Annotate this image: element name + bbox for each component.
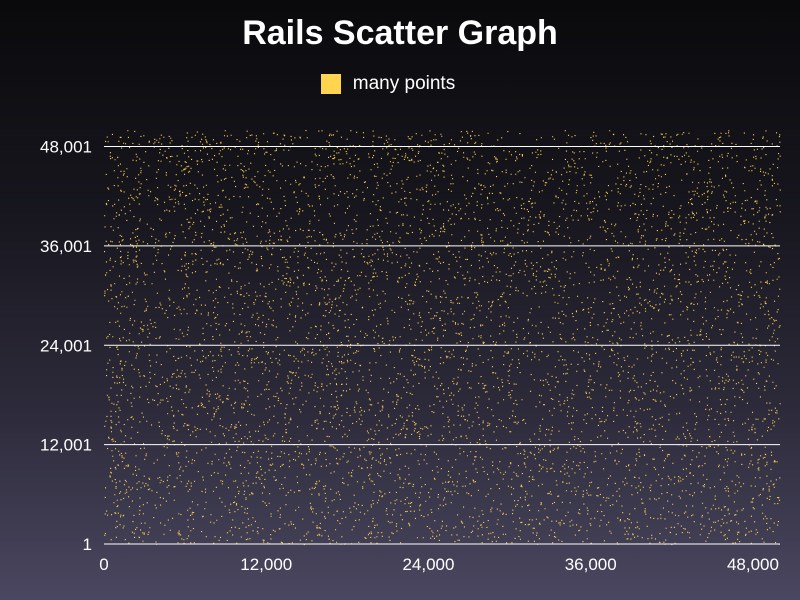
chart-title: Rails Scatter Graph [242,14,558,52]
x-tick-label: 48,000 [727,555,779,574]
x-tick-label: 24,000 [402,555,454,574]
y-axis: 1 12,001 24,001 36,001 48,001 [40,138,92,554]
points-layer [104,130,781,546]
y-tick-label: 36,001 [40,237,92,256]
x-axis: 0 12,000 24,000 36,000 48,000 [99,555,779,574]
grid-layer [104,146,780,545]
y-tick-label: 48,001 [40,138,92,157]
y-tick-label: 24,001 [40,336,92,355]
x-tick-label: 12,000 [240,555,292,574]
x-tick-label: 36,000 [565,555,617,574]
y-tick-label: 1 [83,535,92,554]
legend-swatch [320,74,341,94]
y-tick-label: 12,001 [40,436,92,455]
scatter-points-many-points [104,130,781,546]
legend-label: many points [352,73,456,94]
legend: many points [0,73,800,95]
x-tick-label: 0 [99,555,108,574]
